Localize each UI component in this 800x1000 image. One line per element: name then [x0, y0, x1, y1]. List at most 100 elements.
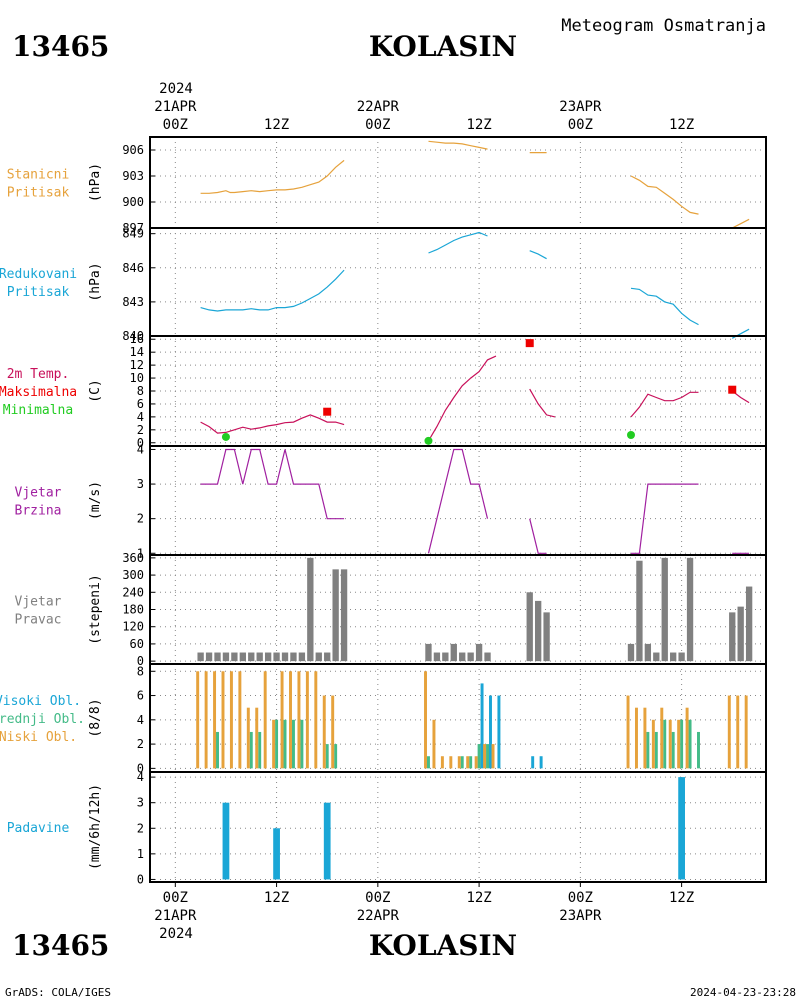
bar	[663, 719, 667, 769]
bar	[305, 671, 309, 769]
bar	[214, 652, 221, 662]
bar	[449, 756, 453, 769]
panel-label: Niski Obl.	[0, 730, 77, 745]
bar	[457, 756, 461, 769]
panel-label: Vjetar	[15, 486, 62, 501]
panel-label: Minimalna	[3, 403, 73, 418]
bar	[643, 707, 647, 769]
y-tick-label: 2	[137, 821, 144, 835]
date-label-bottom: 23APR	[559, 908, 602, 924]
bar	[627, 643, 635, 662]
y-tick-label: 8	[137, 664, 144, 678]
panel-label: Srednji Obl.	[0, 712, 85, 727]
y-tick-label: 60	[130, 637, 144, 651]
bar	[325, 744, 329, 769]
panel-wind-direction: 0 60 120 180 240 300 360 Vjetar Pravac (stepeni)	[15, 551, 767, 668]
y-axis-unit: (stepeni)	[88, 574, 103, 644]
time-tick-label-bottom: 12Z	[466, 890, 491, 906]
tmax-marker	[323, 407, 332, 416]
series-line	[200, 414, 345, 434]
y-axis-unit: (hPa)	[88, 163, 103, 202]
panel-label: Redukovani	[0, 267, 77, 282]
y-axis-unit: (mm/6h/12h)	[88, 784, 103, 870]
y-tick-label: 906	[122, 143, 144, 157]
y-tick-label: 840	[122, 329, 144, 343]
bar	[636, 560, 643, 662]
bar	[440, 756, 444, 769]
panel-label: Pravac	[15, 613, 62, 628]
series-line	[200, 159, 345, 194]
time-tick-label-top: 12Z	[264, 117, 289, 133]
bar	[248, 652, 255, 662]
series-line	[427, 355, 497, 442]
panel-frame	[149, 445, 767, 556]
y-axis-unit: (hPa)	[88, 262, 103, 301]
y-tick-label: 4	[137, 770, 144, 784]
y-tick-label: 14	[130, 345, 144, 359]
bar	[677, 719, 681, 769]
bar	[264, 652, 272, 662]
bar	[273, 828, 280, 880]
bar	[466, 756, 470, 769]
series-line	[200, 269, 345, 312]
bar	[205, 652, 213, 662]
bar	[480, 683, 484, 769]
bar	[289, 671, 292, 769]
bar	[323, 802, 331, 880]
bar	[497, 695, 501, 769]
bar	[670, 652, 677, 662]
bar	[697, 731, 700, 769]
panel-reduced-pressure: 840 843 846 849 Redukovani Pritisak (hPa)	[0, 227, 767, 343]
bar	[197, 652, 204, 662]
bar	[469, 756, 473, 769]
time-tick-label-bottom: 00Z	[163, 890, 188, 906]
bar	[283, 719, 287, 769]
bar	[322, 695, 326, 769]
time-tick-label-bottom: 12Z	[264, 890, 289, 906]
bar	[331, 695, 335, 769]
y-tick-label: 843	[122, 295, 144, 309]
y-tick-label: 3	[137, 477, 144, 491]
bar	[686, 557, 694, 662]
series-line	[529, 518, 547, 554]
bar	[678, 652, 685, 662]
bar	[425, 643, 432, 662]
panel-label: 2m Temp.	[7, 367, 70, 382]
bar	[678, 777, 685, 880]
station-name-bottom: KOLASIN	[369, 929, 517, 962]
panel-label: Padavine	[7, 821, 70, 836]
bar	[477, 744, 481, 769]
y-axis-unit: (m/s)	[88, 481, 103, 520]
panel-label: Pritisak	[7, 285, 70, 300]
bar	[229, 671, 233, 769]
bar	[634, 707, 638, 769]
bar	[332, 569, 339, 662]
bar	[433, 652, 441, 662]
date-label-bottom: 22APR	[357, 908, 400, 924]
bar	[238, 671, 242, 769]
bar	[651, 719, 655, 769]
panel-precipitation: 0 1 2 3 4 Padavine (mm/6h/12h)	[7, 770, 767, 886]
bar	[273, 652, 280, 662]
time-tick-label-top: 12Z	[466, 117, 491, 133]
bar	[535, 600, 542, 662]
bar	[460, 756, 464, 769]
y-tick-label: 16	[130, 332, 144, 346]
bar	[314, 671, 318, 769]
bar	[334, 744, 338, 769]
time-axis: 00Z 00Z 21APR 21APR 12Z 12Z 00Z 00Z 22APR 22APR 12…	[154, 99, 694, 924]
y-tick-label: 300	[122, 568, 144, 582]
y-tick-label: 897	[122, 221, 144, 235]
bar	[491, 744, 495, 769]
panel-station-pressure: 897 900 903 906 Stanicni Pritisak (hPa)	[7, 136, 767, 235]
bar	[272, 719, 276, 769]
panel-wind-speed: 1 2 3 4 Vjetar Brzina (m/s)	[15, 442, 767, 560]
bar	[489, 695, 492, 769]
panel-frame	[149, 136, 767, 229]
bar	[660, 707, 664, 769]
panel-frame	[149, 554, 767, 665]
bar	[483, 744, 487, 769]
bar	[290, 652, 297, 662]
bar	[307, 557, 314, 662]
